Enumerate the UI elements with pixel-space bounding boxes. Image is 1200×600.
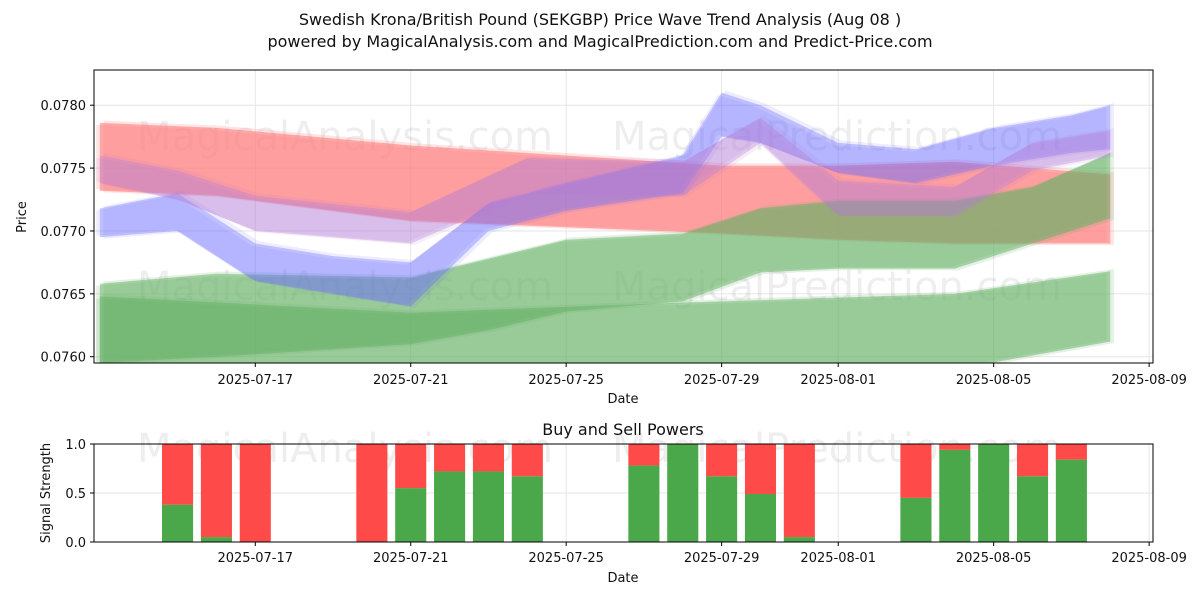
buy-power-bar xyxy=(1055,459,1087,542)
sell-power-bar xyxy=(939,444,971,450)
price-band-3-echo xyxy=(96,94,1107,305)
price-y-tick-label: 0.0770 xyxy=(41,225,87,240)
signal-bars xyxy=(162,444,1087,542)
signal-x-tick-label: 2025-07-25 xyxy=(528,551,604,566)
sell-power-bar xyxy=(783,444,815,538)
price-band-4-echo xyxy=(96,120,1107,243)
price-axes: 2025-07-17 2025-07-21 2025-07-25 2025-07-29… xyxy=(15,99,1187,407)
sell-power-bar xyxy=(706,444,738,477)
buy-power-bar xyxy=(628,465,660,542)
buy-power-bar xyxy=(744,493,777,542)
buy-power-bar xyxy=(395,488,427,542)
buy-power-bar xyxy=(978,444,1010,542)
price-x-tick-label: 2025-08-05 xyxy=(956,373,1032,388)
signal-axes: 2025-07-17 2025-07-21 2025-07-25 2025-07-29… xyxy=(39,420,1187,586)
signal-y-tick-label: 0.5 xyxy=(65,487,86,502)
sell-power-bar xyxy=(511,444,543,477)
chart-subtitle: powered by MagicalAnalysis.com and Magic… xyxy=(267,32,933,51)
price-x-tick-label: 2025-08-01 xyxy=(800,373,876,388)
signal-x-axis-label: Date xyxy=(607,571,638,586)
buy-power-bar xyxy=(162,504,194,542)
price-band-2-echo xyxy=(103,268,1114,363)
price-band-3 xyxy=(99,92,1111,307)
signal-x-tick-label: 2025-07-29 xyxy=(684,551,760,566)
sell-power-bar xyxy=(434,444,466,472)
buy-power-bar xyxy=(434,471,466,542)
buy-power-bar xyxy=(200,537,232,542)
sell-power-bar xyxy=(628,444,660,466)
buy-power-bar xyxy=(783,537,815,542)
signal-y-tick-label: 1.0 xyxy=(65,438,86,453)
sell-power-bar xyxy=(472,444,504,472)
signal-x-tick-label: 2025-08-01 xyxy=(800,551,876,566)
price-x-tick-label: 2025-07-21 xyxy=(373,373,449,388)
sell-power-bar xyxy=(395,444,427,489)
sell-power-bar xyxy=(744,444,777,494)
price-band-3-echo xyxy=(103,90,1114,308)
buy-power-bar xyxy=(511,476,543,542)
price-band-2 xyxy=(99,271,1111,363)
buy-power-bar xyxy=(939,449,971,542)
price-y-tick-label: 0.0760 xyxy=(41,351,87,366)
price-bands xyxy=(96,90,1114,363)
buy-power-bar xyxy=(1016,476,1049,542)
price-y-tick-label: 0.0780 xyxy=(41,99,87,114)
signal-x-tick-label: 2025-08-09 xyxy=(1111,551,1187,566)
signal-chart-title: Buy and Sell Powers xyxy=(542,420,704,439)
price-plot-frame xyxy=(93,69,1154,364)
chart-title: Swedish Krona/British Pound (SEKGBP) Pri… xyxy=(298,10,902,29)
signal-y-axis-label: Signal Strength xyxy=(39,443,54,543)
signal-x-tick-label: 2025-07-21 xyxy=(373,551,449,566)
sell-power-bar xyxy=(162,444,194,505)
price-y-tick-label: 0.0765 xyxy=(41,288,87,303)
signal-y-tick-label: 0.0 xyxy=(65,536,86,551)
watermark-text: MagicalPrediction.com xyxy=(612,114,1062,160)
buy-power-bar xyxy=(900,497,932,542)
price-band-2-echo xyxy=(96,273,1107,363)
sell-power-bar xyxy=(200,444,232,538)
price-y-axis-label: Price xyxy=(15,201,30,233)
signal-x-tick-label: 2025-07-17 xyxy=(217,551,293,566)
price-band-4-echo xyxy=(103,115,1114,246)
signal-x-tick-label: 2025-08-05 xyxy=(956,551,1032,566)
price-x-tick-label: 2025-08-09 xyxy=(1111,373,1187,388)
buy-power-bar xyxy=(472,471,504,542)
price-x-tick-label: 2025-07-17 xyxy=(217,373,293,388)
price-x-tick-label: 2025-07-29 xyxy=(684,373,760,388)
buy-power-bar xyxy=(667,444,699,542)
price-x-axis-label: Date xyxy=(607,392,638,407)
sell-power-bar xyxy=(1055,444,1087,460)
sell-power-bar xyxy=(1016,444,1049,477)
sell-power-bar xyxy=(356,444,388,542)
price-band-4 xyxy=(99,117,1111,244)
price-x-tick-label: 2025-07-25 xyxy=(528,373,604,388)
sell-power-bar xyxy=(239,444,271,542)
price-y-tick-label: 0.0775 xyxy=(41,162,87,177)
buy-power-bar xyxy=(706,476,738,542)
sell-power-bar xyxy=(900,444,932,498)
